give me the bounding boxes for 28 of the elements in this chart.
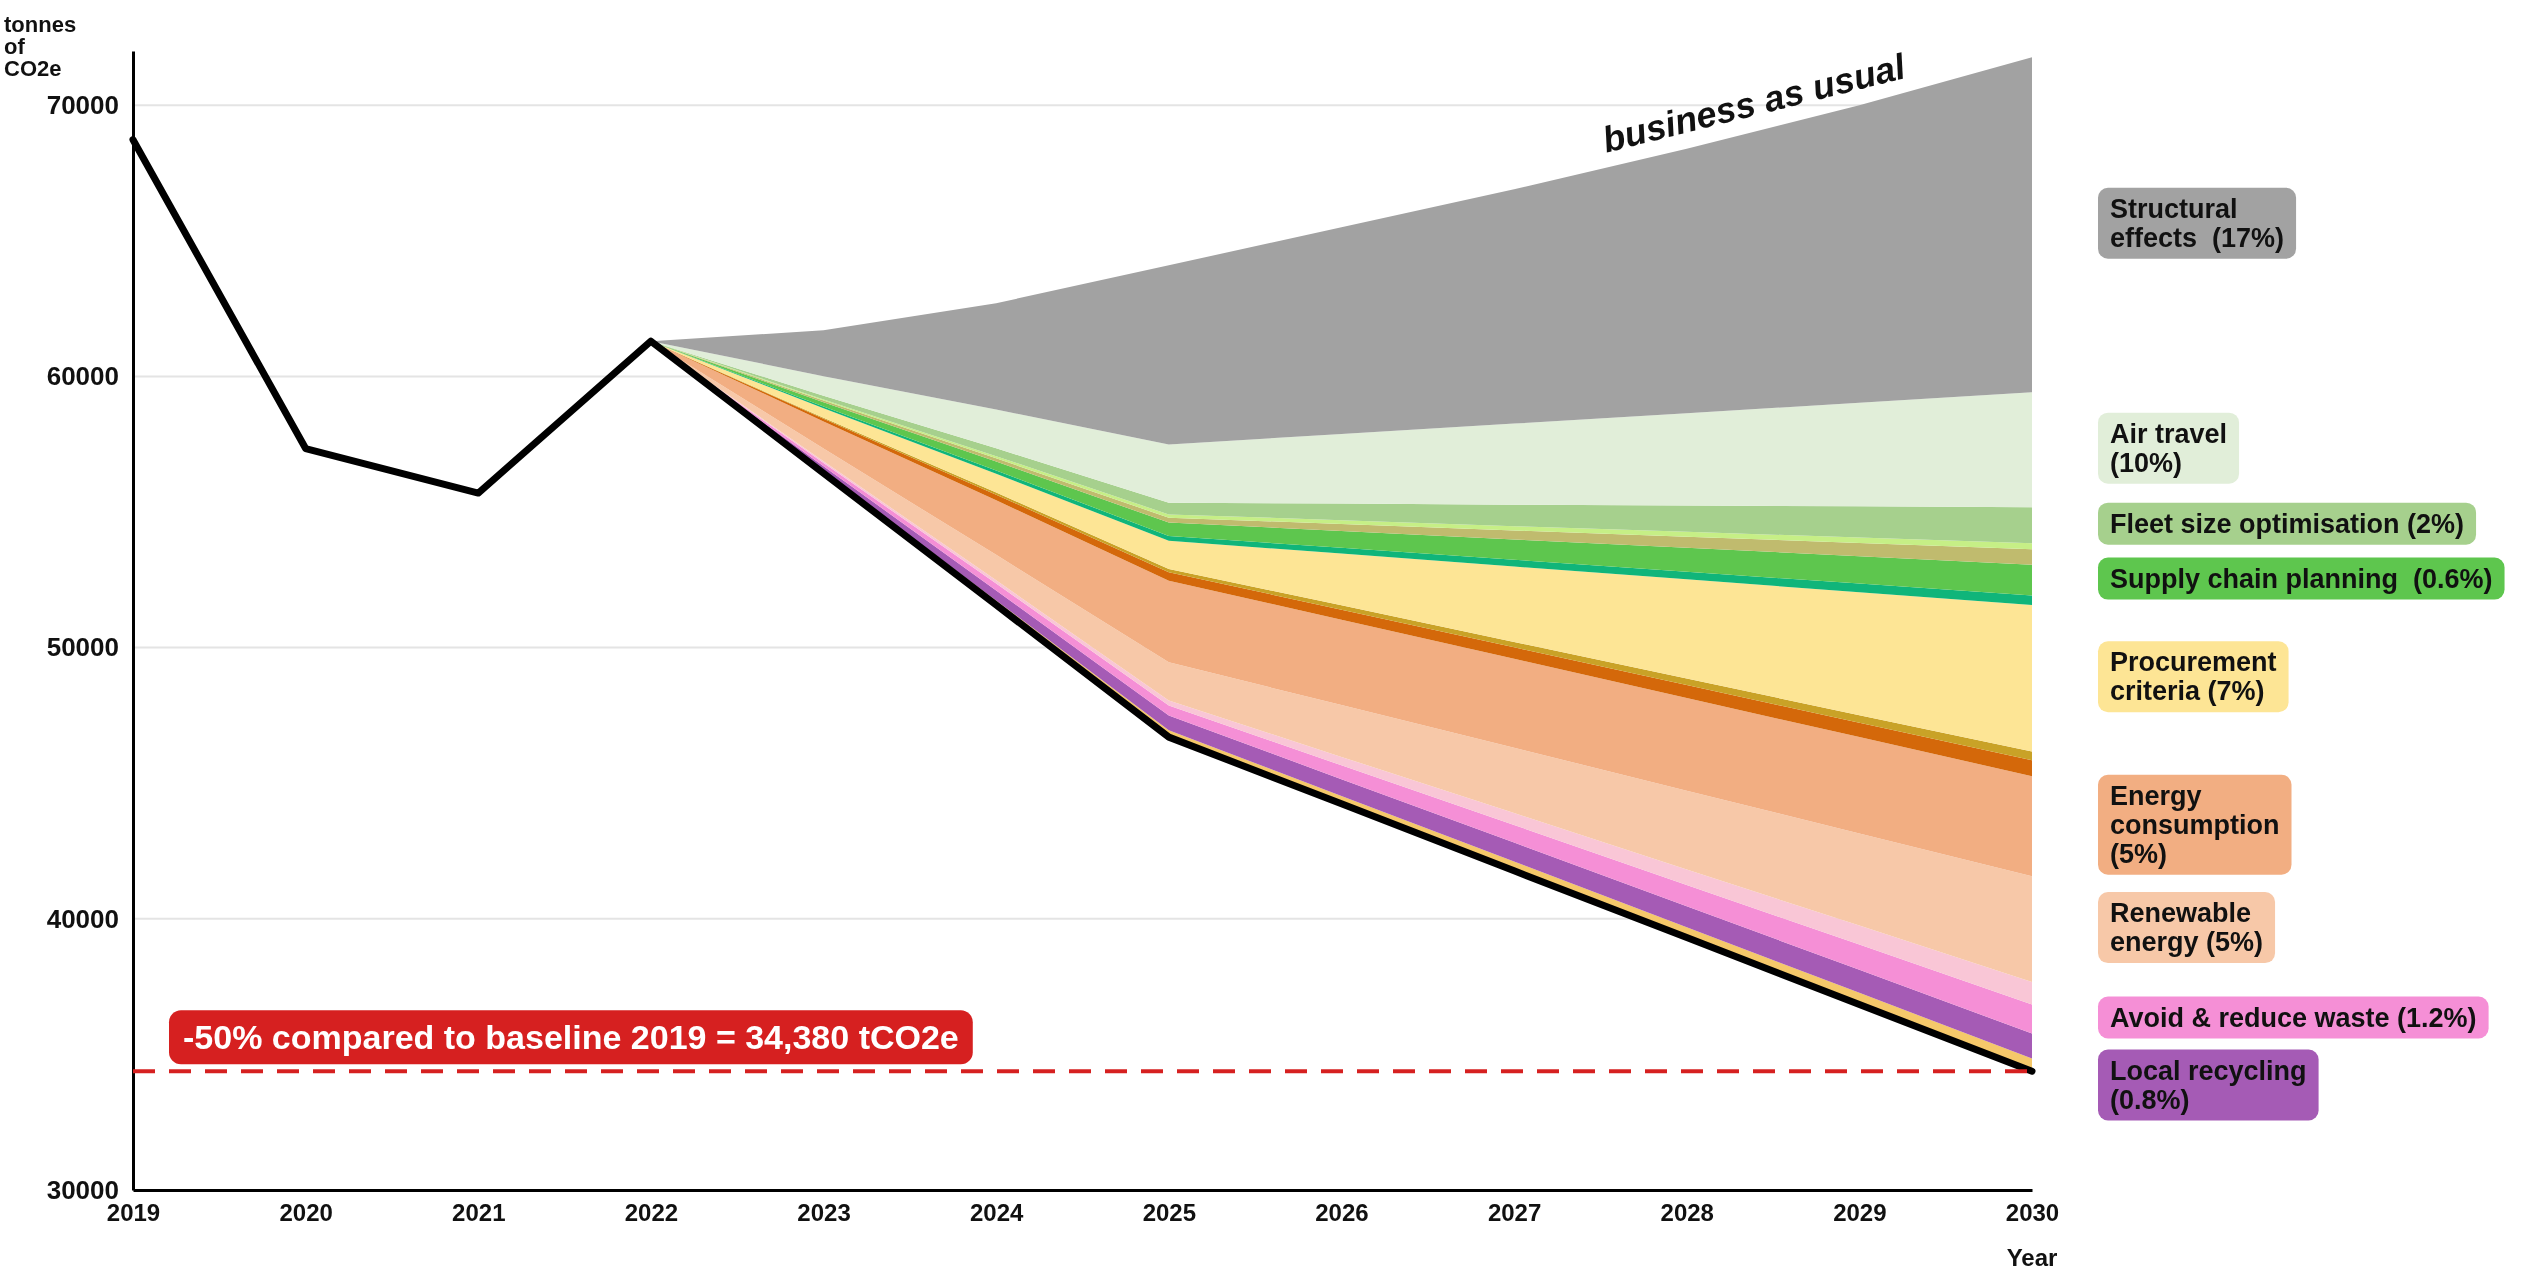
x-tick-label: 2027: [1487, 1199, 1542, 1227]
x-tick-label: 2030: [2005, 1199, 2060, 1227]
text: Fleet size optimisation (2%): [2110, 508, 2465, 539]
y-tick-label: 40000: [46, 903, 119, 934]
x-tick-label: 2025: [1142, 1199, 1197, 1227]
x-tick-label: 2022: [624, 1199, 679, 1227]
y-tick-label: 60000: [46, 361, 119, 392]
text: Local recycling (0.8%): [2110, 1055, 2307, 1115]
x-tick-label: 2020: [279, 1199, 333, 1227]
annotation: business as usual: [1598, 45, 1910, 161]
x-tick-label: 2028: [1660, 1199, 1714, 1227]
x-tick-label: 2021: [452, 1199, 506, 1227]
text: Renewable energy (5%): [2110, 898, 2264, 958]
y-axis-title: tonnes of CO2e: [4, 12, 77, 81]
text: Energy consumption (5%): [2110, 780, 2280, 869]
text: Supply chain planning (0.6%): [2110, 563, 2493, 594]
text: Avoid & reduce waste (1.2%): [2110, 1002, 2477, 1033]
ref-line-label: -50% compared to baseline 2019 = 34,380 tCO2e: [183, 1018, 959, 1057]
y-tick-label: 50000: [46, 632, 119, 663]
text: Procurement criteria (7%): [2110, 647, 2277, 707]
x-tick-label: 2023: [797, 1199, 851, 1227]
text: Air travel (10%): [2110, 418, 2228, 478]
x-axis-title: Year: [2006, 1244, 2058, 1271]
x-tick-label: 2029: [1833, 1199, 1887, 1227]
text: Structural effects (17%): [2110, 193, 2285, 253]
y-tick-label: 70000: [46, 90, 119, 121]
x-tick-label: 2024: [969, 1199, 1025, 1227]
x-tick-label: 2026: [1315, 1199, 1369, 1227]
